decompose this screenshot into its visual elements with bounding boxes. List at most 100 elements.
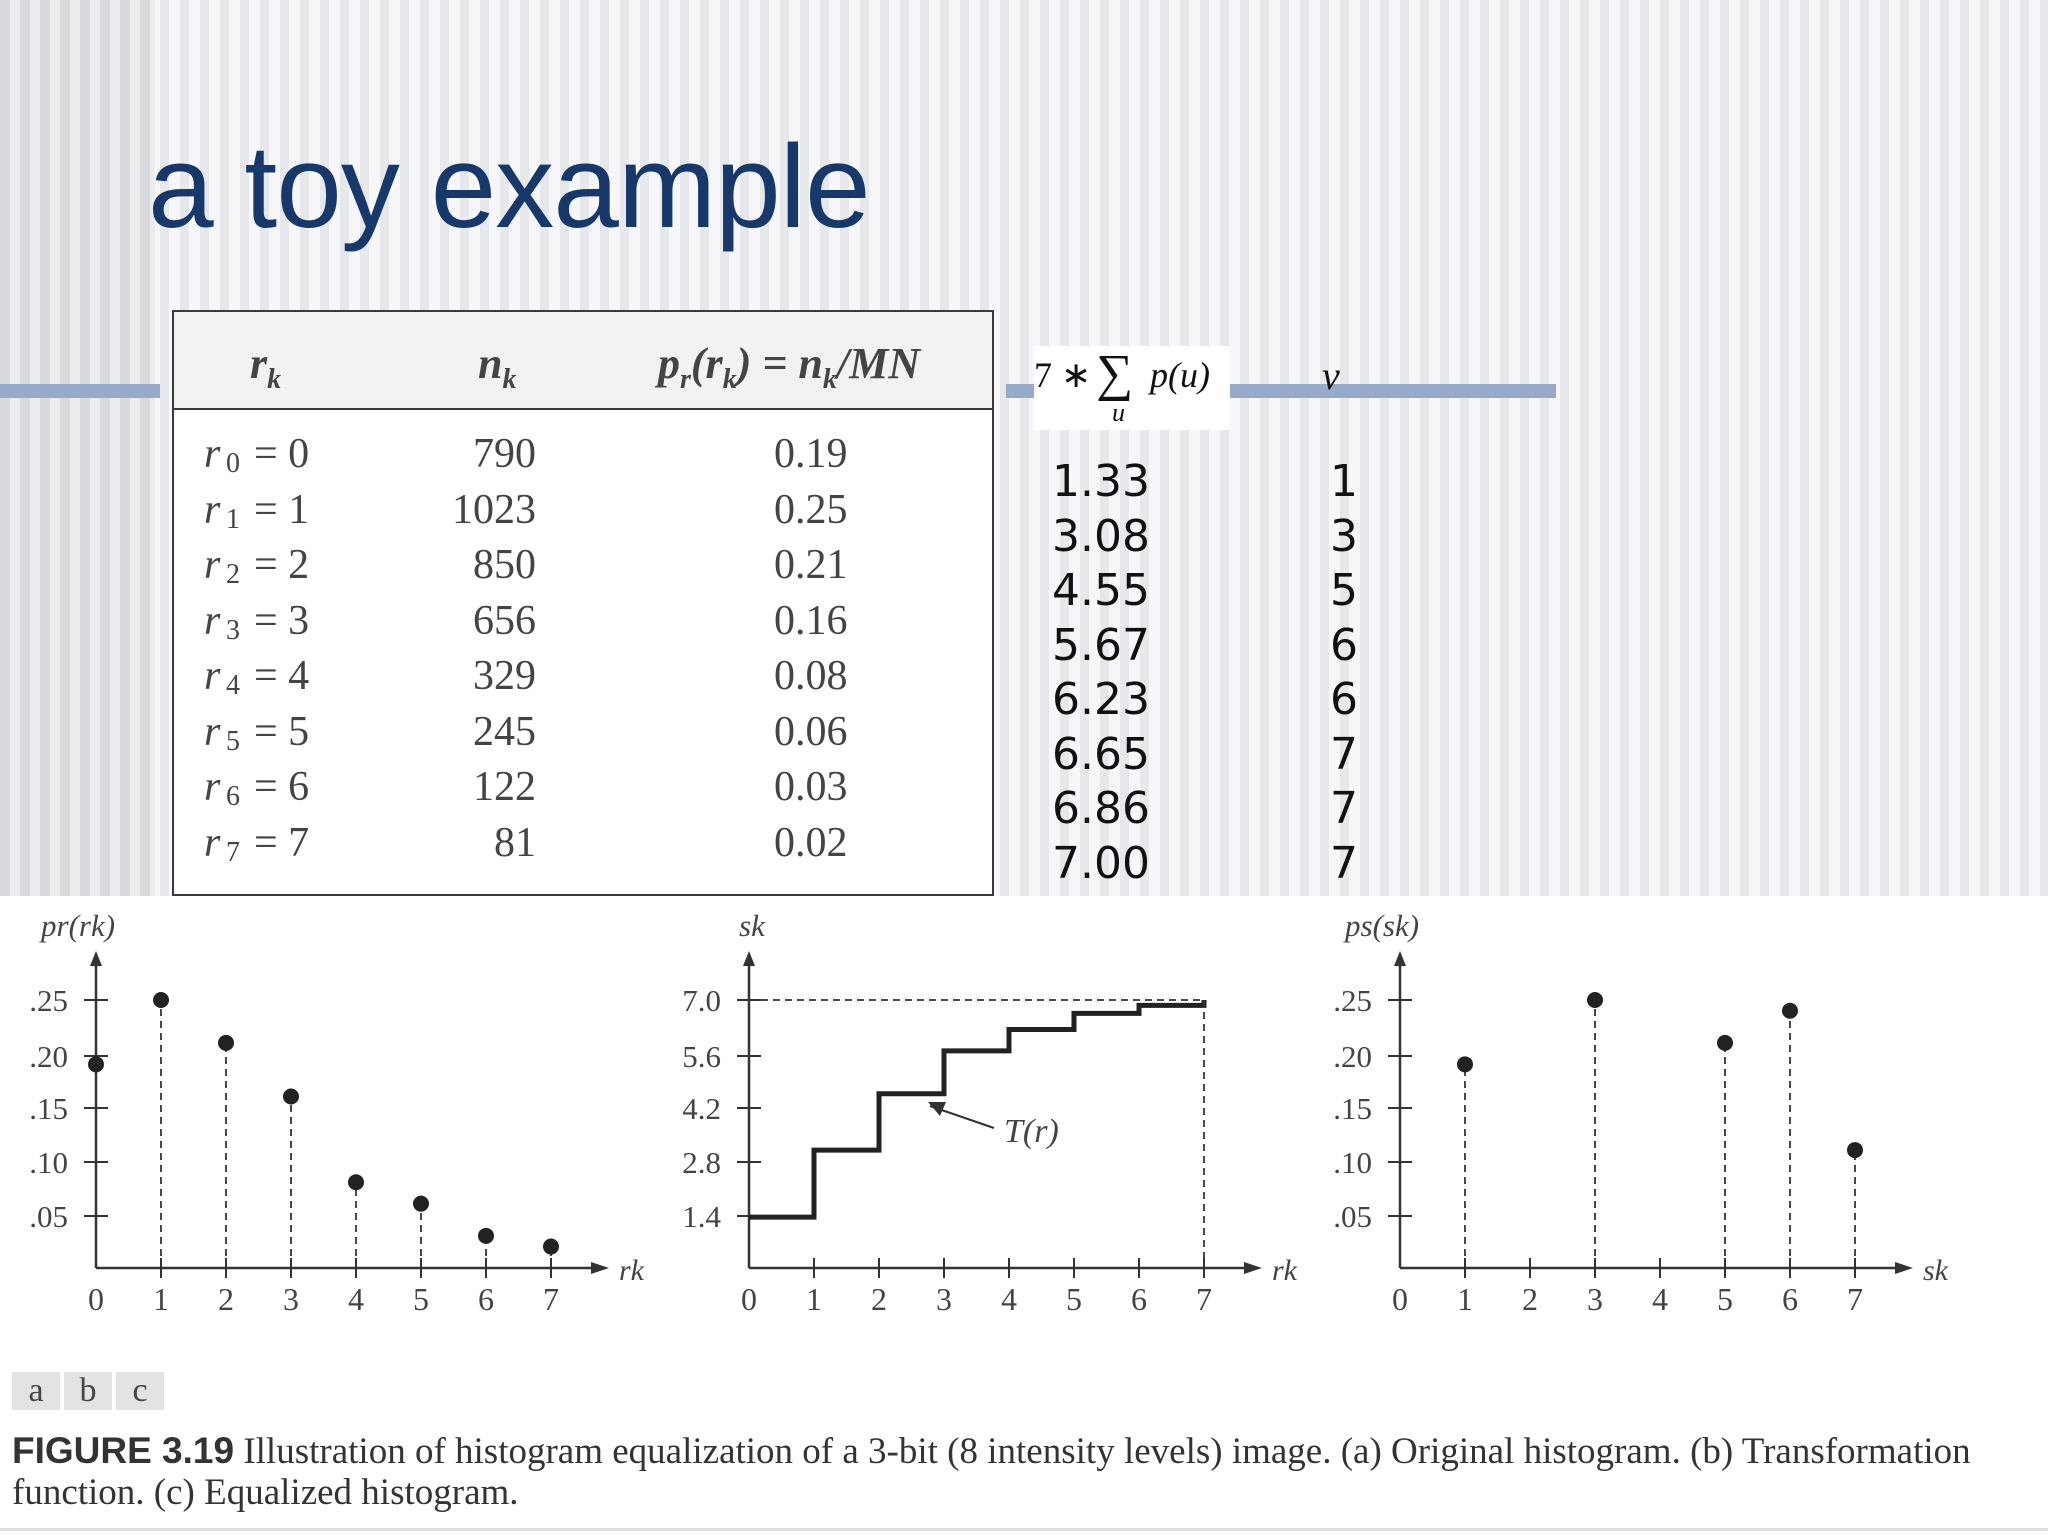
data-point [88,1056,104,1073]
row-r-equals: = 1 [254,486,310,533]
figure-label: FIGURE 3.19 [12,1430,235,1471]
x-tick-label: 2 [218,1281,234,1317]
data-point [1782,1002,1798,1019]
x-tick-label: 6 [1131,1281,1147,1317]
y-tick-label: .10 [1333,1145,1372,1180]
y-tick-label: 2.8 [682,1145,721,1180]
data-point [478,1227,494,1244]
panel-label-b: b [64,1372,112,1410]
row-r-label: r [204,653,221,699]
x-axis-arrow [591,1262,609,1274]
x-tick-label: 6 [478,1281,494,1317]
y-tick-label: .05 [1333,1199,1372,1234]
y-tick-label: .20 [29,1039,68,1074]
data-point [543,1238,559,1255]
data-point [1717,1034,1733,1051]
row-count: 122 [473,764,536,810]
row-r-subscript: 2 [226,559,240,590]
y-tick-label: .10 [29,1145,68,1180]
x-tick-label: 7 [1196,1281,1212,1317]
figure-charts: .25.20.15.10.050 1 2 3 4 5 6 7rkpr(rk)7.05.64.2… [29,908,1948,1317]
data-point [348,1174,364,1191]
x-tick-label: 1 [806,1281,822,1317]
x-axis-label: rk [1272,1254,1298,1287]
row-probability: 0.06 [774,708,848,755]
row-r-subscript: 3 [226,614,240,646]
rounded-value: 7 [1330,837,1358,889]
row-r-equals: = 7 [254,819,310,866]
y-axis-arrow [743,951,755,966]
y-tick-label: .15 [1333,1091,1372,1126]
rounded-value: 1 [1330,456,1358,507]
y-tick-label: 1.4 [682,1199,721,1234]
v-header: v [1322,353,1340,398]
y-axis-label: pr(rk) [39,908,115,943]
cumulative-formula: 7 ∗ ∑ u p(u) [1034,345,1230,430]
row-r-label: r [204,542,221,588]
row-r-equals: = 3 [254,597,310,644]
caption-text: Illustration of histogram equalization o… [12,1431,1971,1513]
row-r-label: r [204,708,221,755]
x-axis-label: rk [619,1254,645,1287]
x-tick-label: 0 [1392,1281,1408,1317]
panel-label-c: c [116,1372,164,1410]
histogram-table: rk nk pr(rk) = nk/MN r 0 = 0 790 0.19 r 1 = 1 10… [172,310,994,896]
row-r-subscript: 1 [226,503,240,535]
row-probability: 0.19 [774,431,848,477]
y-tick-label: .15 [29,1091,68,1126]
rounded-value: 7 [1330,783,1358,834]
cumulative-value: 3.08 [1052,510,1150,562]
table-header: rk nk pr(rk) = nk/MN [174,312,992,410]
row-count: 245 [473,708,536,755]
data-point [1587,992,1603,1008]
data-point [413,1195,429,1212]
data-point [283,1088,299,1105]
data-point [218,1034,234,1051]
x-axis-arrow [1895,1262,1913,1274]
cumulative-value: 4.55 [1052,565,1150,616]
row-count: 790 [473,431,536,477]
y-tick-label: .25 [1333,983,1372,1018]
y-tick-label: .05 [29,1199,68,1234]
annotation-arrowhead [928,1102,946,1116]
header-probability: pr(rk) = nk/MN [658,339,921,395]
sigma-subscript: u [1112,398,1125,427]
figure-caption: FIGURE 3.19 Illustration of histogram eq… [12,1430,2042,1513]
row-count: 329 [473,653,536,699]
formula-prefix: 7 ∗ [1034,355,1092,395]
x-tick-label: 5 [1066,1281,1082,1317]
x-tick-label: 4 [1652,1281,1668,1317]
x-tick-label: 3 [1587,1281,1603,1317]
rounded-value: 6 [1330,674,1358,725]
data-point [1457,1056,1473,1073]
y-axis-arrow [1394,951,1406,966]
x-tick-label: 4 [1001,1281,1017,1317]
sigma-symbol: ∑ [1096,345,1134,402]
cumulative-value: 5.67 [1052,619,1150,671]
y-axis-label: ps(sk) [1343,908,1419,943]
transform-annotation: T(r) [1004,1113,1059,1150]
row-probability: 0.08 [774,653,848,699]
data-point [1847,1142,1863,1159]
row-r-label: r [204,764,221,810]
transform-step-line [749,1000,1207,1220]
slide-left-stripe [0,0,155,896]
x-tick-label: 7 [543,1281,559,1317]
row-r-subscript: 0 [226,448,240,479]
row-count: 656 [473,597,536,644]
row-r-subscript: 4 [226,670,240,701]
row-probability: 0.25 [774,486,848,533]
rounded-value: 5 [1330,565,1358,616]
row-probability: 0.16 [774,597,848,644]
y-tick-label: 4.2 [682,1091,721,1126]
x-tick-label: 6 [1782,1281,1798,1317]
panel-labels: a b c [12,1372,164,1410]
row-count: 1023 [452,486,536,533]
row-probability: 0.21 [774,542,848,588]
header-nk: nk [478,339,517,395]
rounded-value: 7 [1330,728,1358,780]
cumulative-value: 7.00 [1052,837,1150,889]
x-tick-label: 5 [413,1281,429,1317]
row-r-subscript: 6 [226,781,240,812]
x-tick-label: 2 [1522,1281,1538,1317]
